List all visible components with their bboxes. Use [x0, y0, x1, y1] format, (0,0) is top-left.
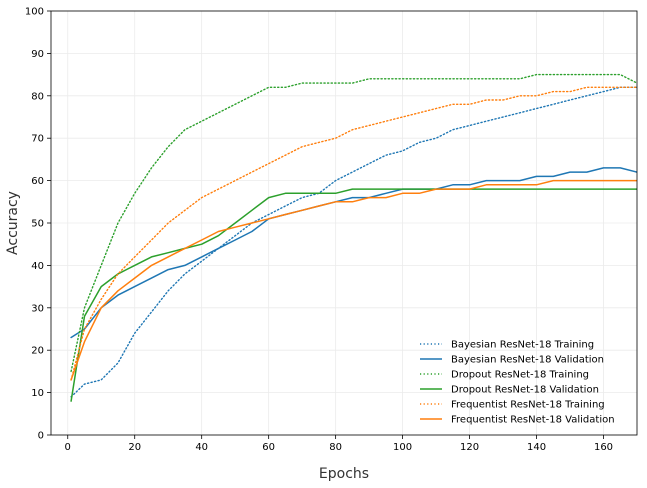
y-tick-label: 30	[31, 303, 44, 314]
series-line-dropout-resnet-18-training	[70, 73, 637, 373]
legend-label: Bayesian ResNet-18 Validation	[451, 355, 604, 366]
series-line-bayesian-resnet-18-validation	[70, 167, 637, 339]
series-line-dropout-resnet-18-validation	[70, 188, 637, 402]
x-tick-label: 60	[262, 442, 275, 453]
y-tick-label: 10	[31, 388, 44, 399]
y-tick-label: 40	[31, 261, 44, 272]
x-tick-label: 40	[195, 442, 208, 453]
y-tick-label: 80	[31, 91, 44, 102]
series-group	[70, 73, 637, 402]
y-tick-label: 90	[31, 49, 44, 60]
x-tick-label: 0	[65, 442, 71, 453]
x-tick-label: 140	[527, 442, 546, 453]
y-tick-label: 20	[31, 346, 44, 357]
series-line-bayesian-resnet-18-training	[70, 86, 637, 398]
legend-label: Dropout ResNet-18 Training	[451, 370, 589, 381]
series-line-frequentist-resnet-18-validation	[70, 179, 637, 381]
x-tick-label: 100	[393, 442, 412, 453]
y-tick-label: 100	[25, 7, 44, 18]
x-tick-label: 80	[329, 442, 342, 453]
x-axis-title: Epochs	[319, 466, 369, 482]
y-tick-label: 60	[31, 176, 44, 187]
x-tick-label: 20	[128, 442, 141, 453]
y-tick-label: 70	[31, 134, 44, 145]
x-tick-label: 120	[460, 442, 479, 453]
y-axis-title: Accuracy	[5, 191, 21, 255]
legend-label: Frequentist ResNet-18 Validation	[451, 415, 615, 426]
series-line-frequentist-resnet-18-training	[70, 86, 637, 381]
x-tick-label: 160	[594, 442, 613, 453]
legend-label: Dropout ResNet-18 Validation	[451, 385, 599, 396]
legend: Bayesian ResNet-18 Training Bayesian ResN…	[420, 340, 615, 426]
axis-ticks: 0 10 20 30 40 50 60 70 80 90 100 0 20 40 60 80 100 120 140…	[25, 7, 613, 454]
y-tick-label: 0	[38, 431, 44, 442]
legend-label: Frequentist ResNet-18 Training	[451, 400, 605, 411]
legend-label: Bayesian ResNet-18 Training	[451, 340, 594, 351]
y-tick-label: 50	[31, 219, 44, 230]
